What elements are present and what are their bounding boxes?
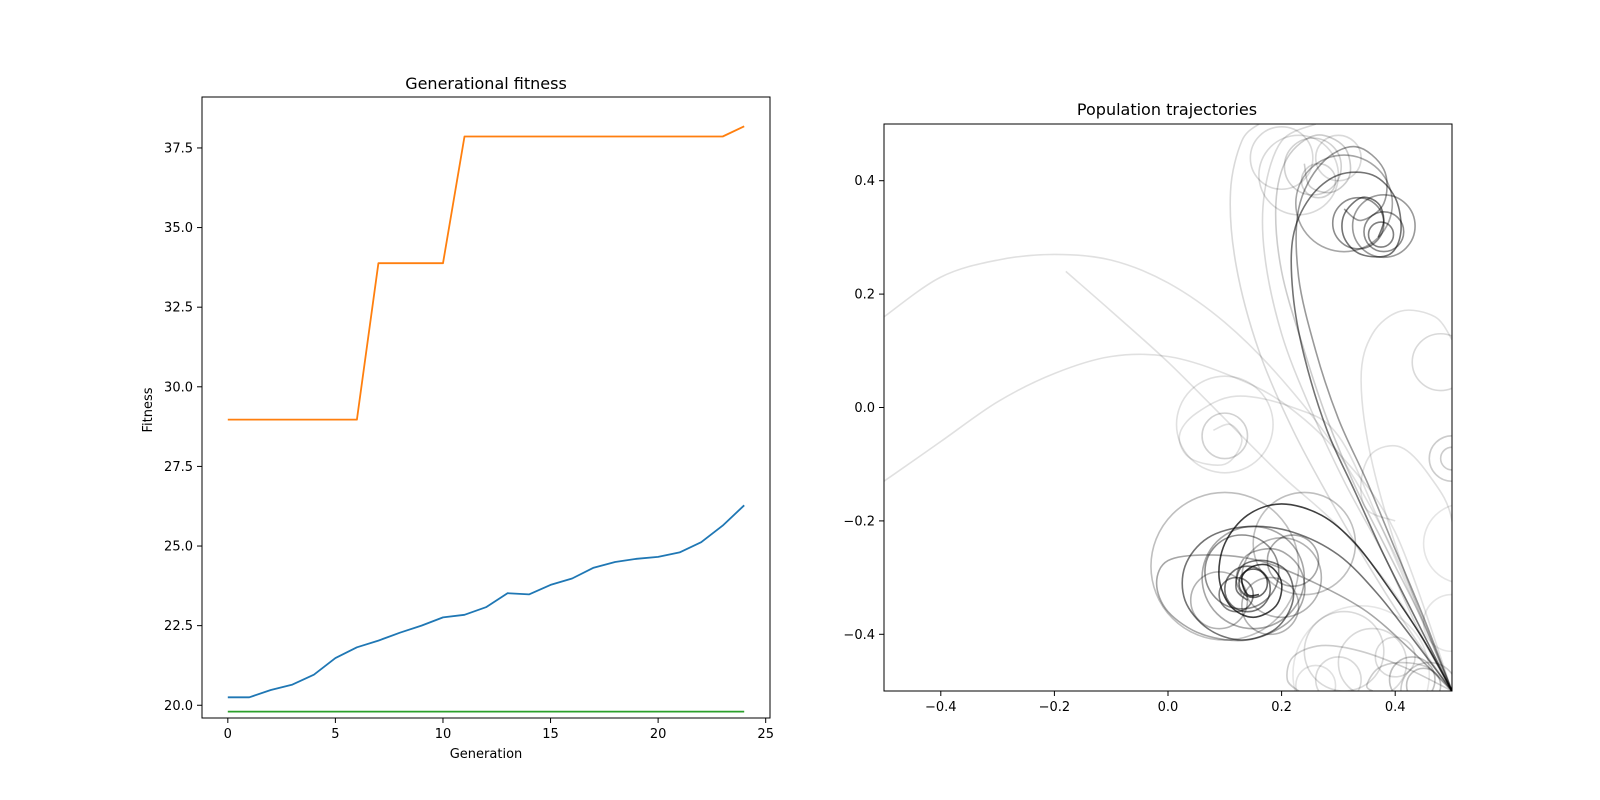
trajectory-loop (1303, 610, 1385, 691)
trajectory-loop (1175, 375, 1274, 474)
fitness-series-line-1 (227, 125, 745, 421)
trajectory-path (1290, 171, 1452, 691)
trajectory-path (1155, 547, 1452, 691)
trajectory-loop (1439, 446, 1452, 471)
trajectory-loop (1292, 605, 1431, 691)
trajectory-loop (1422, 504, 1452, 583)
y-tick-label: 35.0 (164, 221, 193, 236)
y-tick-label: 27.5 (164, 460, 193, 475)
trajectory-loop (1405, 667, 1442, 691)
fitness-chart: Generational fitness Generation Fitness … (141, 74, 774, 762)
fitness-series-line-0 (227, 504, 745, 699)
fitness-chart-y-label: Fitness (141, 387, 156, 432)
trajectory-loop (1411, 332, 1452, 392)
trajectory-loop (1300, 162, 1337, 199)
x-tick-label: 0.2 (1271, 700, 1292, 715)
fitness-chart-title: Generational fitness (405, 74, 567, 93)
trajectory-loop (1428, 435, 1452, 483)
y-tick-label: 0.2 (854, 288, 875, 303)
trajectory-loop (1150, 491, 1300, 641)
fitness-chart-ticks: 0 5 10 15 20 25 20.0 22.5 25.0 27.5 30.0 32.5 35.0 37… (164, 141, 774, 742)
trajectory-path (1181, 525, 1452, 691)
trajectory-loop (1337, 627, 1408, 691)
fitness-chart-x-label: Generation (450, 747, 523, 762)
trajectory-path (1295, 145, 1452, 691)
y-tick-label: 37.5 (164, 141, 193, 156)
y-tick-label: −0.4 (843, 628, 875, 643)
x-tick-label: 5 (331, 727, 339, 742)
trajectory-loop (1314, 656, 1362, 691)
trajectory-path (1365, 661, 1452, 691)
trajectory-loop (1224, 565, 1272, 613)
trajectory-path (1274, 134, 1452, 691)
trajectory-loop (1201, 412, 1249, 460)
y-tick-label: 22.5 (164, 619, 193, 634)
y-tick-label: −0.2 (843, 514, 875, 529)
y-tick-label: 20.0 (164, 699, 193, 714)
trajectory-loop (1249, 125, 1314, 191)
trajectory-path (1286, 644, 1452, 691)
x-tick-label: 0.0 (1158, 700, 1179, 715)
trajectory-loop (1204, 534, 1280, 610)
x-tick-label: 25 (757, 727, 774, 742)
trajectory-path (1360, 309, 1452, 691)
trajectory-path (1065, 270, 1452, 691)
trajectory-loop (1294, 154, 1394, 253)
y-tick-label: 0.0 (854, 401, 875, 416)
trajectory-loop (1388, 656, 1436, 691)
trajectory-loop (1367, 221, 1395, 248)
y-tick-label: 25.0 (164, 540, 193, 555)
trajectory-loop (1374, 636, 1416, 678)
trajectory-loop (1241, 576, 1300, 636)
fitness-chart-series (227, 125, 745, 713)
trajectories-chart-ticks: −0.4 −0.2 0.0 0.2 0.4 −0.4 −0.2 0.0 0.2 0.4 (843, 174, 1405, 715)
x-tick-label: 0 (224, 727, 232, 742)
trajectory-loop (1295, 664, 1337, 691)
x-tick-label: −0.2 (1039, 700, 1071, 715)
trajectory-path (1178, 395, 1452, 691)
trajectory-path (884, 253, 1452, 691)
fitness-chart-frame (201, 96, 771, 719)
trajectory-path (1229, 124, 1452, 691)
x-tick-label: −0.4 (925, 700, 957, 715)
trajectory-path (1360, 444, 1452, 691)
trajectory-loop (1363, 211, 1405, 253)
trajectory-path (1218, 503, 1452, 691)
x-tick-label: 15 (542, 727, 559, 742)
trajectory-loop (1314, 134, 1362, 182)
trajectories-chart-paths (884, 124, 1452, 691)
y-tick-label: 32.5 (164, 301, 193, 316)
trajectories-chart-frame (883, 123, 1453, 692)
trajectories-chart-title: Population trajectories (1077, 100, 1257, 119)
x-tick-label: 10 (435, 727, 452, 742)
trajectory-path (884, 353, 1452, 691)
trajectories-chart: Population trajectories −0.4 −0.2 0.0 0.2 0.… (843, 100, 1453, 715)
y-tick-label: 30.0 (164, 380, 193, 395)
x-tick-label: 20 (650, 727, 667, 742)
trajectory-path (1261, 124, 1452, 691)
x-tick-label: 0.4 (1385, 700, 1406, 715)
trajectory-loop (1351, 194, 1416, 259)
y-tick-label: 0.4 (854, 174, 875, 189)
